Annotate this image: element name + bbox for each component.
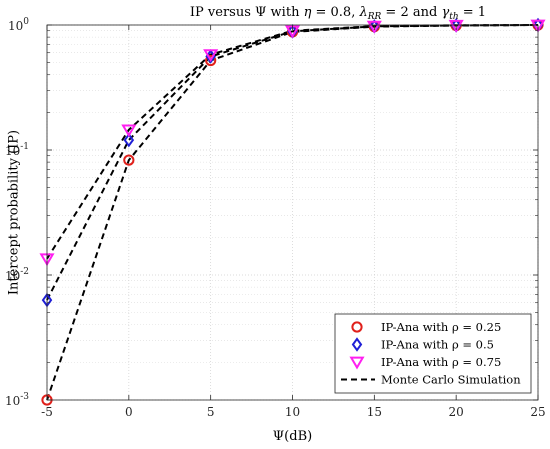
data-point-circle <box>123 154 135 166</box>
series-markers <box>39 17 546 406</box>
monte-carlo-line <box>46 24 539 301</box>
x-axis-label: Ψ(dB) <box>273 429 312 444</box>
x-tick-label: 0 <box>125 405 133 419</box>
y-tick-base: 10 <box>5 394 20 408</box>
y-tick-exponent: -2 <box>20 267 29 277</box>
legend-marker-triangle-down <box>349 356 365 370</box>
legend-entry-label: IP-Ana with ρ = 0.75 <box>381 355 501 369</box>
y-tick-exponent: 0 <box>23 17 29 27</box>
y-tick-exponent: -3 <box>20 392 29 402</box>
legend-marker-diamond <box>351 337 363 352</box>
x-tick-label: 15 <box>367 405 382 419</box>
y-tick-label: 100 <box>8 17 29 33</box>
legend-box <box>334 313 532 394</box>
y-tick-exponent: -1 <box>20 142 29 152</box>
x-tick-label: 5 <box>207 405 215 419</box>
title-eta-val: = 0.8, <box>311 5 359 20</box>
x-tick-label: 25 <box>530 405 545 419</box>
title-gamma-val: = 1 <box>459 5 486 20</box>
axis-ticks <box>46 24 539 401</box>
data-point-triangle-down <box>121 124 137 138</box>
x-tick-labels: -5 0 5 10 15 20 25 <box>41 405 545 419</box>
y-tick-label: 10-3 <box>5 392 29 408</box>
y-tick-base: 10 <box>5 144 20 158</box>
title-eta: η <box>304 5 312 20</box>
y-tick-base: 10 <box>8 19 23 33</box>
legend-entry-label: IP-Ana with ρ = 0.25 <box>381 320 501 334</box>
y-axis-label: Intercept probability (IP) <box>7 130 22 295</box>
legend-entry-label: Monte Carlo Simulation <box>381 373 521 387</box>
y-tick-base: 10 <box>5 269 20 283</box>
legend: IP-Ana with ρ = 0.25 IP-Ana with ρ = 0.5 I… <box>334 313 532 394</box>
data-point-triangle-down <box>530 19 546 33</box>
chart-title: IP versus Ψ with η = 0.8, λRR = 2 and γt… <box>190 5 486 22</box>
legend-marker-circle <box>351 321 363 333</box>
title-lambda-sub: RR <box>367 12 382 22</box>
x-tick-label: -5 <box>41 405 53 419</box>
title-gamma: γ <box>441 5 449 20</box>
title-lambda: λ <box>358 5 367 20</box>
title-part-1: IP versus Ψ with <box>190 5 304 20</box>
x-tick-label: 10 <box>285 405 300 419</box>
x-tick-label: 20 <box>449 405 464 419</box>
data-point-triangle-down <box>203 49 219 63</box>
title-gamma-sub: th <box>449 12 458 22</box>
title-lambda-val: = 2 and <box>381 5 441 20</box>
data-point-triangle-down <box>366 20 382 34</box>
data-point-diamond <box>123 132 135 148</box>
data-point-triangle-down <box>448 19 464 33</box>
y-tick-label: 10-2 <box>5 267 29 283</box>
data-point-circle <box>205 54 217 67</box>
legend-entry-label: IP-Ana with ρ = 0.5 <box>381 338 494 352</box>
y-tick-label: 10-1 <box>5 142 29 158</box>
